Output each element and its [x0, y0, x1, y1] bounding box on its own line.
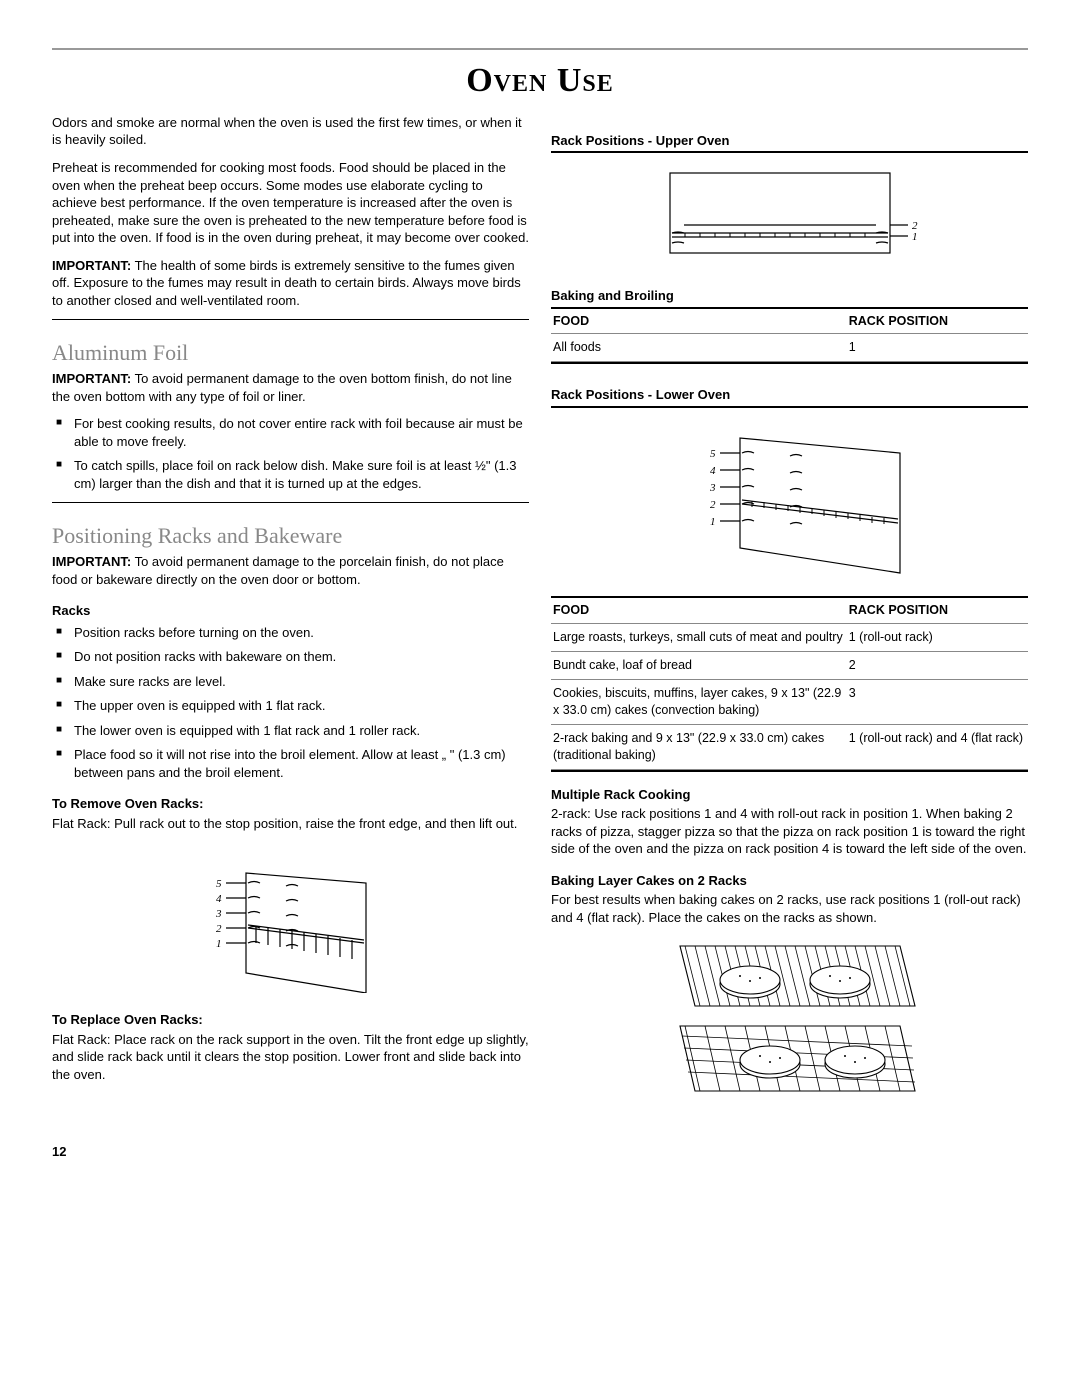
foil-list: For best cooking results, do not cover e… — [52, 415, 529, 492]
replace-heading: To Replace Oven Racks: — [52, 1011, 529, 1029]
baking-broiling-heading: Baking and Broiling — [551, 287, 1028, 305]
intro-p1: Odors and smoke are normal when the oven… — [52, 114, 529, 149]
upper-heading: Rack Positions - Upper Oven — [551, 132, 1028, 150]
remove-text: Flat Rack: Pull rack out to the stop pos… — [52, 815, 529, 833]
right-column: Rack Positions - Upper Oven — [551, 114, 1028, 1161]
racks-list: Position racks before turning on the ove… — [52, 624, 529, 782]
page-number: 12 — [52, 1143, 529, 1161]
upper-oven-diagram: 2 1 — [551, 163, 1028, 273]
list-item: Make sure racks are level. — [52, 673, 529, 691]
lower-oven-diagram: 5 4 3 2 1 — [551, 418, 1028, 583]
list-item: Position racks before turning on the ove… — [52, 624, 529, 642]
positioning-heading: Positioning Racks and Bakeware — [52, 521, 529, 551]
replace-text: Flat Rack: Place rack on the rack suppor… — [52, 1031, 529, 1084]
divider — [551, 406, 1028, 408]
page-title: Oven Use — [52, 58, 1028, 104]
divider — [551, 151, 1028, 153]
racks-heading: Racks — [52, 602, 529, 620]
foil-important: IMPORTANT: To avoid permanent damage to … — [52, 370, 529, 405]
top-rule — [52, 48, 1028, 50]
left-column: Odors and smoke are normal when the oven… — [52, 114, 529, 1161]
list-item: Do not position racks with bakeware on t… — [52, 648, 529, 666]
svg-text:2: 2 — [710, 499, 716, 511]
two-column-layout: Odors and smoke are normal when the oven… — [52, 114, 1028, 1161]
layer-heading: Baking Layer Cakes on 2 Racks — [551, 872, 1028, 890]
lower-table: FOODRACK POSITION Large roasts, turkeys,… — [551, 596, 1028, 771]
divider — [52, 502, 529, 503]
upper-table: FOODRACK POSITION All foods1 — [551, 307, 1028, 365]
intro-p2: Preheat is recommended for cooking most … — [52, 159, 529, 247]
svg-text:3: 3 — [215, 908, 222, 920]
rack-diagram-left: 5 4 3 2 1 — [52, 843, 529, 998]
svg-text:2: 2 — [216, 923, 222, 935]
foil-heading: Aluminum Foil — [52, 338, 529, 368]
list-item: Place food so it will not rise into the … — [52, 746, 529, 781]
svg-text:4: 4 — [216, 893, 222, 905]
svg-text:3: 3 — [709, 482, 716, 494]
list-item: The lower oven is equipped with 1 flat r… — [52, 722, 529, 740]
svg-text:5: 5 — [216, 878, 222, 890]
list-item: The upper oven is equipped with 1 flat r… — [52, 697, 529, 715]
remove-heading: To Remove Oven Racks: — [52, 795, 529, 813]
svg-text:5: 5 — [710, 448, 716, 460]
svg-text:1: 1 — [912, 231, 918, 243]
divider — [52, 319, 529, 320]
lower-heading: Rack Positions - Lower Oven — [551, 386, 1028, 404]
list-item: For best cooking results, do not cover e… — [52, 415, 529, 450]
layer-cakes-diagram — [551, 936, 1028, 1111]
svg-text:1: 1 — [216, 938, 222, 950]
multi-text: 2-rack: Use rack positions 1 and 4 with … — [551, 805, 1028, 858]
svg-text:1: 1 — [710, 516, 716, 528]
multi-heading: Multiple Rack Cooking — [551, 786, 1028, 804]
list-item: To catch spills, place foil on rack belo… — [52, 457, 529, 492]
intro-important: IMPORTANT: The health of some birds is e… — [52, 257, 529, 310]
positioning-important: IMPORTANT: To avoid permanent damage to … — [52, 553, 529, 588]
svg-text:4: 4 — [710, 465, 716, 477]
layer-text: For best results when baking cakes on 2 … — [551, 891, 1028, 926]
